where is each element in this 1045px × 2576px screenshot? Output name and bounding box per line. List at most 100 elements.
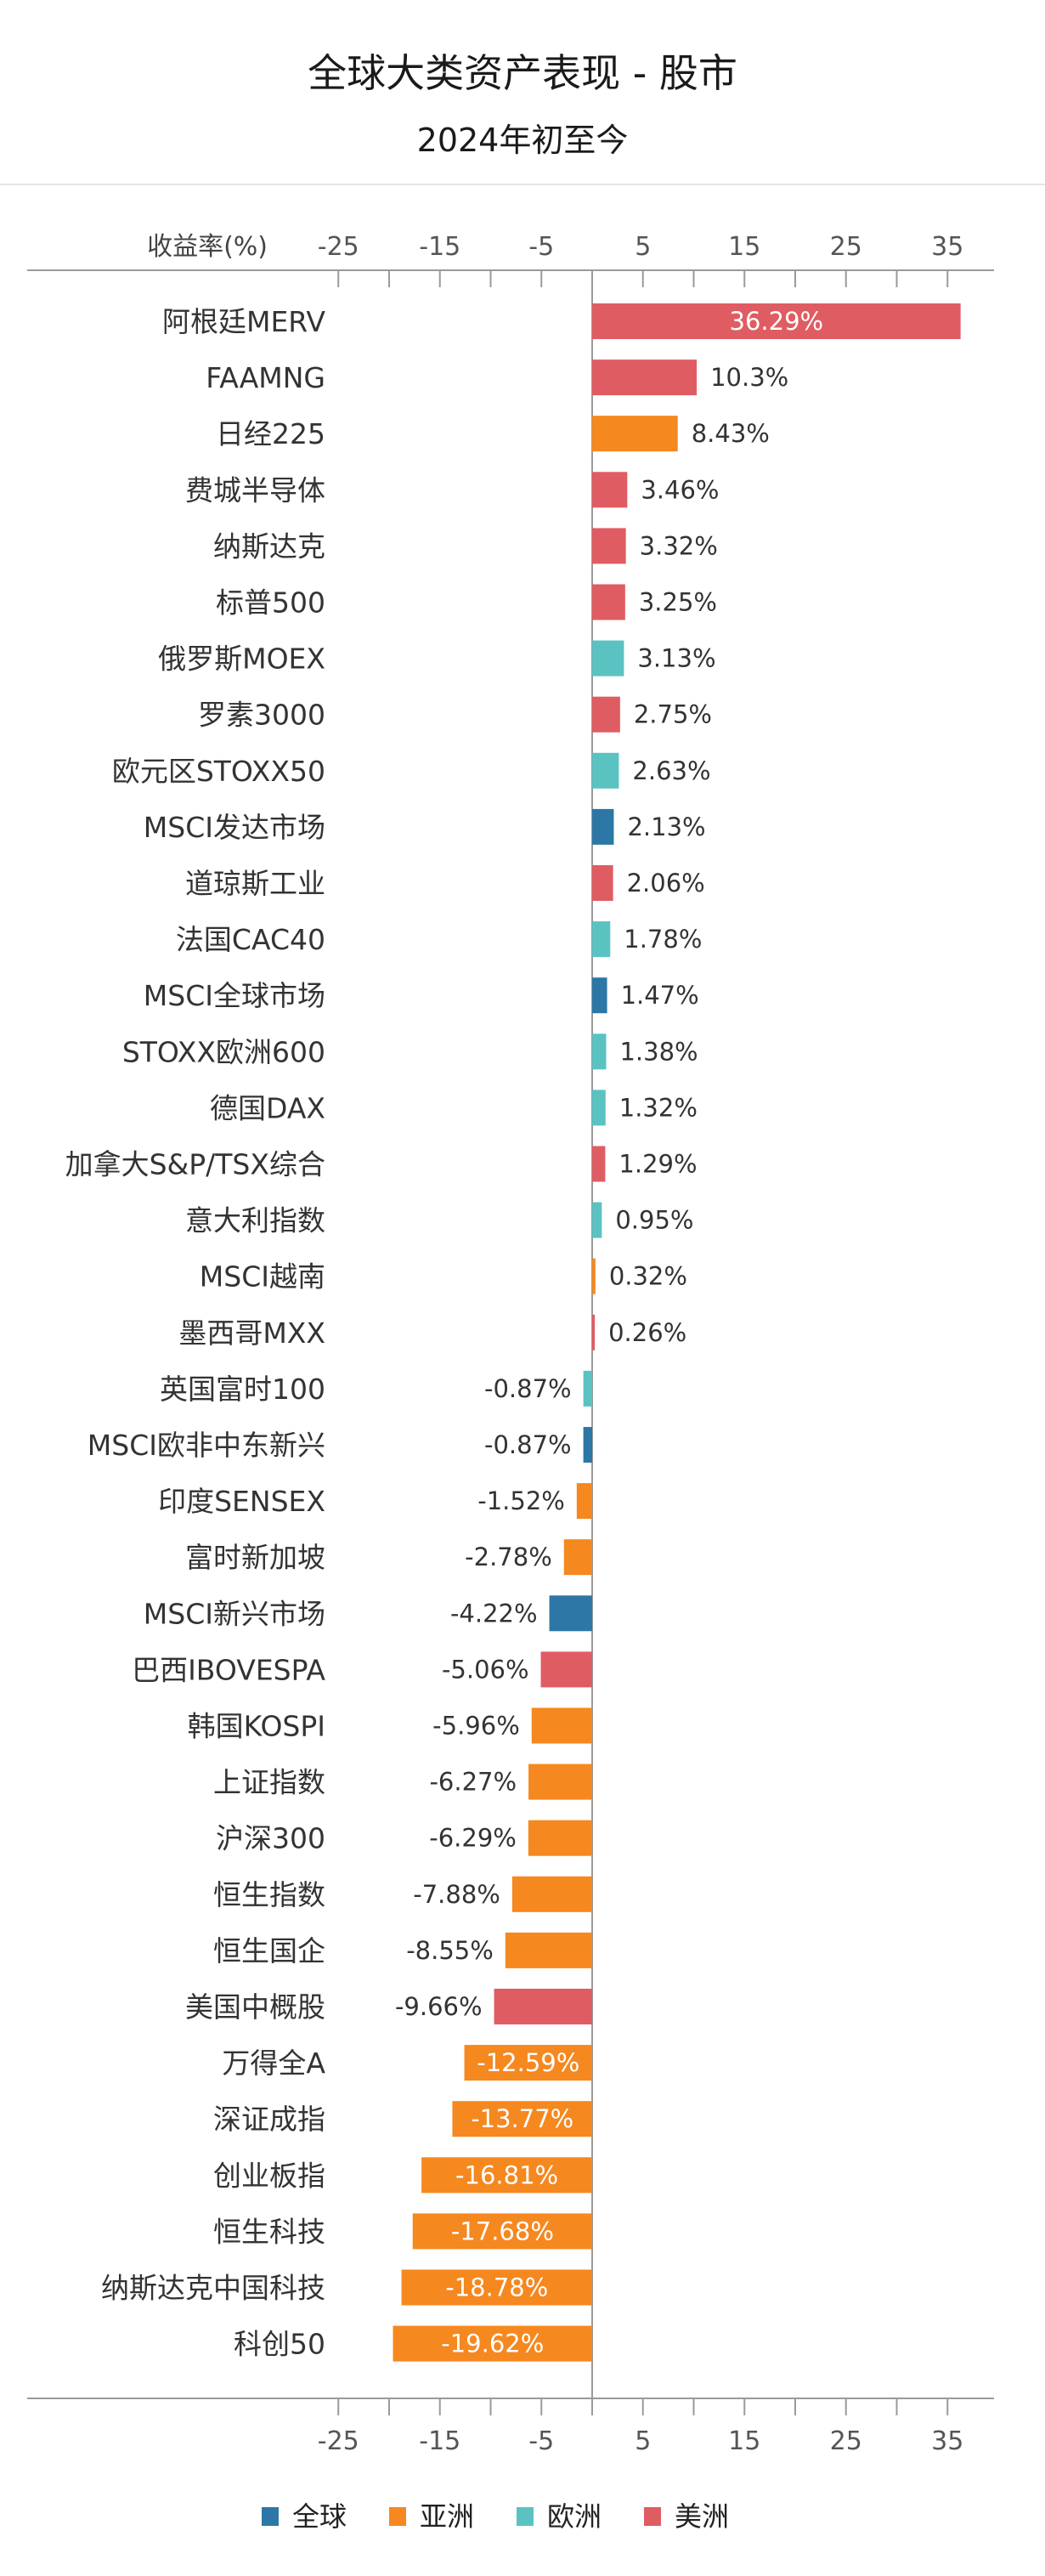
value-label: -4.22% — [450, 1599, 538, 1628]
bar-row: 意大利指数 0.95% — [185, 1202, 693, 1238]
category-label: 巴西IBOVESPA — [132, 1653, 325, 1686]
bar-row: 科创50 -19.62% — [234, 2325, 592, 2362]
bar — [592, 808, 614, 845]
bar-row: 恒生指数 -7.88% — [213, 1876, 592, 1912]
category-label: MSCI新兴市场 — [144, 1597, 325, 1630]
top-tick-label: 25 — [830, 232, 862, 262]
value-label: 2.06% — [627, 869, 705, 897]
category-label: MSCI欧非中东新兴 — [88, 1429, 325, 1462]
bar — [592, 1258, 596, 1294]
bar-row: 上证指数 -6.27% — [213, 1764, 592, 1800]
category-label: MSCI发达市场 — [144, 811, 325, 844]
bar — [528, 1820, 592, 1856]
bar — [592, 1090, 606, 1126]
bar — [576, 1483, 592, 1520]
value-label: 1.78% — [624, 925, 702, 954]
category-label: MSCI越南 — [200, 1260, 325, 1294]
category-label: 欧元区STOXX50 — [112, 755, 325, 788]
category-label: 上证指数 — [213, 1766, 325, 1799]
bar — [421, 2157, 592, 2194]
value-label: -0.87% — [484, 1430, 572, 1459]
bar — [592, 472, 628, 508]
value-label: 36.29% — [730, 307, 824, 336]
bar — [505, 1932, 592, 1968]
category-label: 俄罗斯MOEX — [158, 643, 325, 676]
bar — [549, 1595, 592, 1632]
bar-row: 恒生国企 -8.55% — [213, 1932, 592, 1968]
bar-row: 恒生科技 -17.68% — [213, 2213, 592, 2250]
bar — [592, 584, 625, 620]
value-label: -18.78% — [445, 2273, 548, 2302]
value-label: -6.29% — [429, 1824, 517, 1853]
bottom-tick-label: 35 — [931, 2426, 963, 2456]
value-label: -16.81% — [455, 2160, 558, 2189]
value-label: -12.59% — [477, 2048, 579, 2077]
category-label: 意大利指数 — [185, 1204, 325, 1237]
bar — [592, 865, 613, 901]
legend-swatch — [644, 2507, 661, 2526]
category-label: 深证成指 — [213, 2103, 325, 2136]
category-label: 恒生国企 — [213, 1934, 325, 1967]
bottom-tick-label: 25 — [830, 2426, 862, 2456]
bar — [452, 2101, 592, 2137]
value-label: 10.3% — [710, 363, 788, 392]
category-label: 万得全A — [222, 2047, 325, 2080]
legend-swatch — [262, 2507, 279, 2526]
value-label: 3.32% — [640, 531, 718, 560]
bar — [592, 528, 626, 564]
bar — [592, 1033, 607, 1070]
bar — [592, 921, 611, 958]
bar-row: 美国中概股 -9.66% — [185, 1989, 592, 2024]
category-label: MSCI全球市场 — [144, 979, 325, 1012]
value-label: 2.13% — [627, 812, 705, 841]
bar-row: 韩国KOSPI -5.96% — [188, 1707, 592, 1744]
category-label: 沪深300 — [216, 1822, 325, 1855]
value-label: -9.66% — [395, 1992, 483, 2021]
bar — [592, 640, 624, 677]
value-label: 0.32% — [609, 1262, 687, 1291]
legend-label: 亚洲 — [420, 2500, 474, 2533]
axes: -25 -25 -15 -15 -5 -5 5 5 15 15 25 25 35 35 — [27, 232, 994, 2456]
category-label: 印度SENSEX — [158, 1485, 325, 1518]
legend-item: 全球 — [262, 2500, 347, 2533]
top-tick-label: -5 — [528, 232, 554, 262]
value-label: 2.75% — [634, 700, 712, 729]
bottom-tick-label: -25 — [318, 2426, 359, 2456]
bar-row: 俄罗斯MOEX 3.13% — [158, 640, 716, 677]
bar-row: STOXX欧洲600 1.38% — [122, 1033, 698, 1070]
category-label: 法国CAC40 — [176, 923, 325, 956]
category-label: 加拿大S&P/TSX综合 — [65, 1148, 325, 1181]
bar — [592, 303, 961, 339]
category-label: 富时新加坡 — [185, 1541, 325, 1574]
bar-row: 道琼斯工业 2.06% — [185, 865, 705, 901]
bottom-tick-label: 15 — [728, 2426, 760, 2456]
value-label: -8.55% — [406, 1936, 494, 1965]
category-label: 恒生科技 — [213, 2215, 325, 2248]
bar-row: 德国DAX 1.32% — [210, 1090, 698, 1126]
category-label: 道琼斯工业 — [185, 867, 325, 900]
bar — [401, 2269, 592, 2306]
value-label: 0.26% — [608, 1318, 686, 1347]
legend-label: 欧洲 — [547, 2500, 602, 2533]
legend-item: 美洲 — [644, 2500, 729, 2533]
bar-row: MSCI越南 0.32% — [200, 1258, 687, 1294]
bars-group: 阿根廷MERV 36.29% FAAMNG 10.3% 日经225 8.43% 费城半导体 3… — [65, 303, 961, 2362]
value-label: -13.77% — [471, 2104, 573, 2133]
value-label: -7.88% — [413, 1880, 500, 1909]
legend-label: 全球 — [292, 2500, 347, 2533]
bar-row: 万得全A -12.59% — [222, 2045, 592, 2081]
bar — [592, 1202, 602, 1238]
category-label: 日经225 — [216, 417, 325, 450]
value-label: 2.63% — [632, 756, 710, 785]
category-label: FAAMNG — [206, 361, 325, 394]
chart-title: 全球大类资产表现 - 股市 — [308, 50, 737, 96]
bar-row: 欧元区STOXX50 2.63% — [112, 752, 711, 789]
bar — [464, 2045, 592, 2081]
bar-row: 深证成指 -13.77% — [213, 2101, 592, 2137]
legend-item: 欧洲 — [517, 2500, 602, 2533]
bar-row: 英国富时100 -0.87% — [160, 1370, 592, 1407]
category-label: 纳斯达克中国科技 — [101, 2272, 325, 2305]
bar — [592, 696, 620, 733]
bar-row: 费城半导体 3.46% — [185, 472, 719, 508]
value-label: 3.13% — [637, 644, 715, 673]
